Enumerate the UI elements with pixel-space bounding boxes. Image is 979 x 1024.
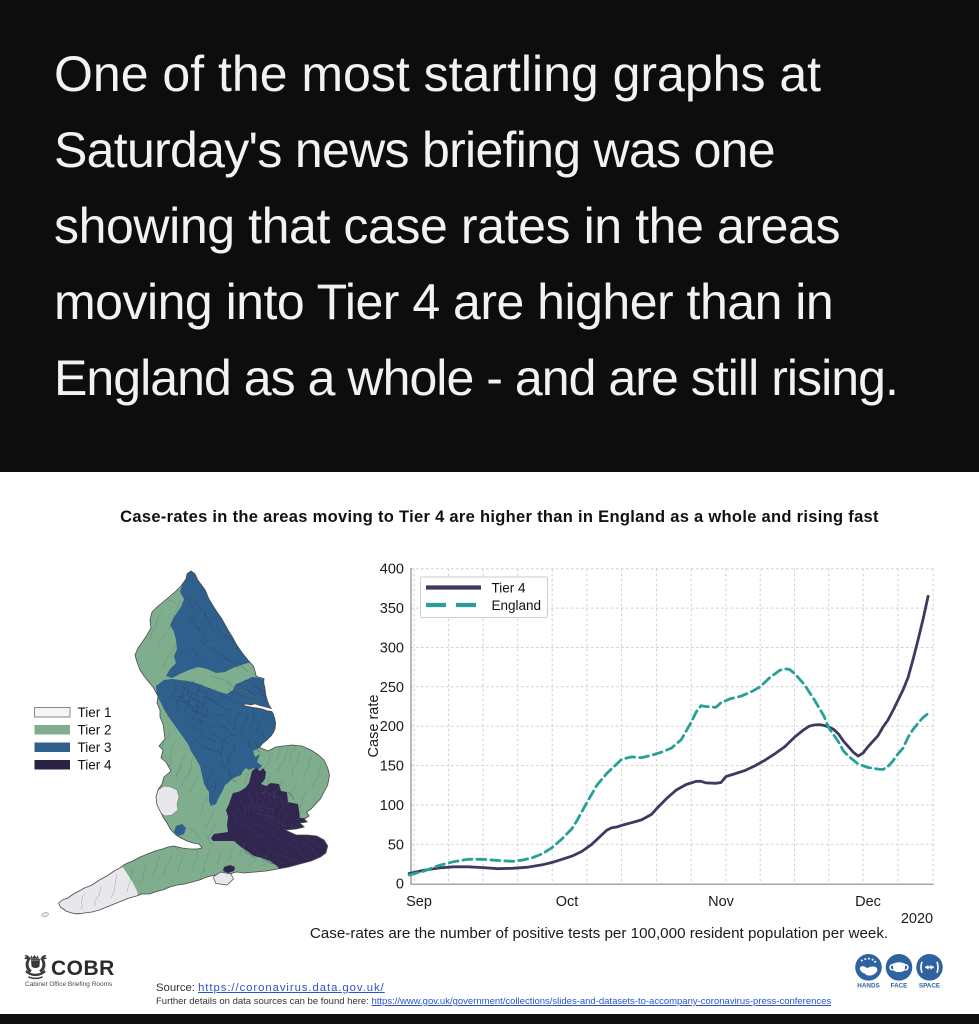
svg-text:Case rate: Case rate [366, 695, 382, 758]
svg-text:200: 200 [380, 719, 404, 735]
svg-text:350: 350 [380, 601, 404, 617]
svg-text:Nov: Nov [708, 894, 735, 910]
svg-text:Dec: Dec [855, 894, 881, 910]
svg-text:2020: 2020 [901, 911, 933, 927]
svg-text:100: 100 [380, 798, 404, 814]
svg-text:Tier 4: Tier 4 [78, 758, 112, 773]
svg-text:Tier 1: Tier 1 [78, 705, 112, 720]
svg-text:HANDS: HANDS [857, 983, 879, 990]
svg-text:250: 250 [380, 680, 404, 696]
svg-text:FACE: FACE [891, 983, 908, 990]
svg-text:Oct: Oct [556, 894, 579, 910]
svg-text:50: 50 [388, 837, 404, 853]
svg-text:Tier 2: Tier 2 [78, 723, 112, 738]
svg-text:Sep: Sep [406, 894, 432, 910]
svg-text:SPACE: SPACE [919, 983, 940, 990]
svg-text:England: England [492, 598, 542, 613]
svg-text:0: 0 [396, 877, 404, 893]
svg-text:150: 150 [380, 759, 404, 775]
svg-text:400: 400 [380, 562, 404, 578]
svg-text:Tier 4: Tier 4 [492, 581, 526, 596]
svg-text:Tier 3: Tier 3 [78, 740, 112, 755]
svg-text:300: 300 [380, 641, 404, 657]
